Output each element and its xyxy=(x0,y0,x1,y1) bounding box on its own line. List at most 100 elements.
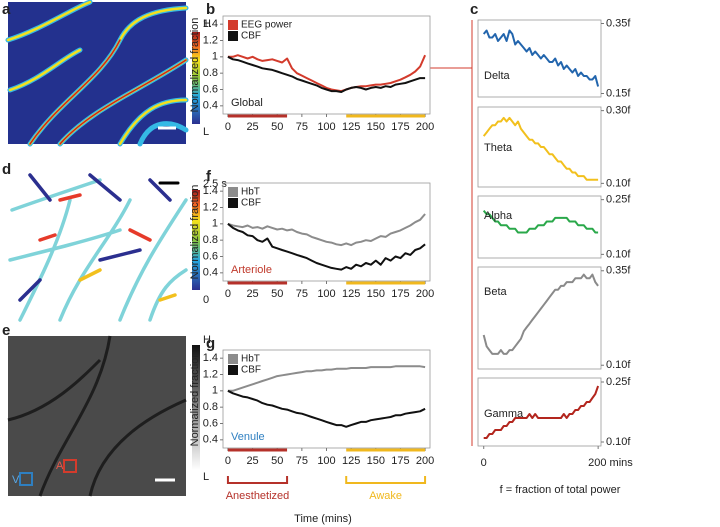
plot-frame xyxy=(477,377,602,447)
series-line xyxy=(482,273,599,355)
legend-swatch xyxy=(228,20,238,30)
roi-label: A xyxy=(56,460,64,472)
x-tick-label: 150 xyxy=(367,288,385,300)
colorbar-label: H xyxy=(203,334,211,346)
band-label: Delta xyxy=(484,70,511,82)
y-tick-label: 1.4 xyxy=(203,18,218,30)
x-axis-label: Time (mins) xyxy=(294,513,352,525)
x-tick-label: 75 xyxy=(296,288,308,300)
legend-swatch xyxy=(228,187,238,197)
y-axis-label: Normalized fraction xyxy=(189,18,201,113)
colorbar-label: L xyxy=(203,126,209,138)
period-bar xyxy=(346,114,426,118)
y-tick-label: 0.25f xyxy=(606,194,631,206)
y-tick-label: 1.2 xyxy=(203,34,218,46)
y-tick-label: 0.15f xyxy=(606,87,631,99)
series-line xyxy=(227,223,426,271)
series-line xyxy=(227,365,426,392)
series-line xyxy=(482,29,600,87)
x-tick-label: 175 xyxy=(391,288,409,300)
band-label: Gamma xyxy=(484,408,524,420)
y-tick-label: 0.10f xyxy=(606,359,631,371)
x-tick-label: 0 xyxy=(225,455,231,467)
y-tick-label: 1.4 xyxy=(203,352,218,364)
y-tick-label: 1 xyxy=(212,218,218,230)
transit-map-d xyxy=(8,173,200,322)
panel-label: d xyxy=(2,161,11,178)
x-tick-label: 100 xyxy=(317,121,335,133)
x-tick-label: 100 xyxy=(317,288,335,300)
x-tick-label: 125 xyxy=(342,288,360,300)
y-axis-label: Normalized fraction xyxy=(189,185,201,280)
colorbar-label: 2.5 s xyxy=(203,178,227,190)
legend-label: EEG power xyxy=(241,20,293,31)
series-line xyxy=(227,54,427,93)
series-line xyxy=(482,209,599,234)
y-tick-label: 0.25f xyxy=(606,376,631,388)
panel-label: e xyxy=(2,322,10,339)
x-tick-label: 25 xyxy=(246,455,258,467)
x-tick-label: 200 mins xyxy=(588,457,633,469)
y-tick-label: 0.35f xyxy=(606,265,631,277)
x-tick-label: 50 xyxy=(271,121,283,133)
period-bar xyxy=(227,281,288,285)
period-bracket xyxy=(345,476,427,484)
y-tick-label: 0.4 xyxy=(203,100,218,112)
y-axis-label: Normalized fraction xyxy=(189,352,201,447)
y-tick-label: 0.8 xyxy=(203,234,218,246)
panel-label: c xyxy=(470,1,478,18)
legend-label: HbT xyxy=(241,187,260,198)
x-tick-label: 175 xyxy=(391,455,409,467)
period-bar xyxy=(346,448,426,452)
annotation: Arteriole xyxy=(231,264,272,276)
period-label: Awake xyxy=(369,490,402,502)
colorbar-label: 0 xyxy=(203,294,209,306)
footnote: f = fraction of total power xyxy=(500,484,621,496)
y-tick-label: 0.35f xyxy=(606,17,631,29)
x-tick-label: 25 xyxy=(246,121,258,133)
x-tick-label: 50 xyxy=(271,288,283,300)
period-bar xyxy=(227,448,288,452)
series-line xyxy=(483,385,600,439)
x-tick-label: 0 xyxy=(225,288,231,300)
band-label: Theta xyxy=(484,142,513,154)
legend-swatch xyxy=(228,354,238,364)
y-tick-label: 0.30f xyxy=(606,105,631,117)
legend-label: CBF xyxy=(241,198,261,209)
band-label: Beta xyxy=(484,286,508,298)
colorbar-label: H xyxy=(203,18,211,30)
series-line xyxy=(227,213,426,247)
period-bar xyxy=(346,281,426,285)
legend-label: CBF xyxy=(241,31,261,42)
y-tick-label: 1 xyxy=(212,51,218,63)
plot-frame xyxy=(477,19,602,98)
plot-frame xyxy=(477,106,602,188)
panel-label: g xyxy=(206,335,215,352)
x-tick-label: 150 xyxy=(367,121,385,133)
x-tick-label: 150 xyxy=(367,455,385,467)
y-tick-label: 0.10f xyxy=(606,436,631,448)
x-tick-label: 125 xyxy=(342,121,360,133)
x-tick-label: 175 xyxy=(391,121,409,133)
x-tick-label: 0 xyxy=(481,457,487,469)
series-line xyxy=(227,389,426,428)
period-bracket xyxy=(226,476,289,484)
period-bar xyxy=(227,114,288,118)
legend-label: CBF xyxy=(241,365,261,376)
y-tick-label: 1.2 xyxy=(203,368,218,380)
x-tick-label: 125 xyxy=(342,455,360,467)
optical-image-e xyxy=(7,335,200,497)
y-tick-label: 0.10f xyxy=(606,248,631,260)
band-label: Alpha xyxy=(484,210,513,222)
x-tick-label: 0 xyxy=(225,121,231,133)
y-tick-label: 1.4 xyxy=(203,185,218,197)
period-label: Anesthetized xyxy=(226,490,290,502)
vessel-image-a xyxy=(5,0,200,147)
x-tick-label: 75 xyxy=(296,455,308,467)
plot-frame xyxy=(477,266,602,370)
colorbar-label: L xyxy=(203,471,209,483)
x-tick-label: 200 xyxy=(416,455,434,467)
legend-swatch xyxy=(228,365,238,375)
y-tick-label: 0.4 xyxy=(203,267,218,279)
